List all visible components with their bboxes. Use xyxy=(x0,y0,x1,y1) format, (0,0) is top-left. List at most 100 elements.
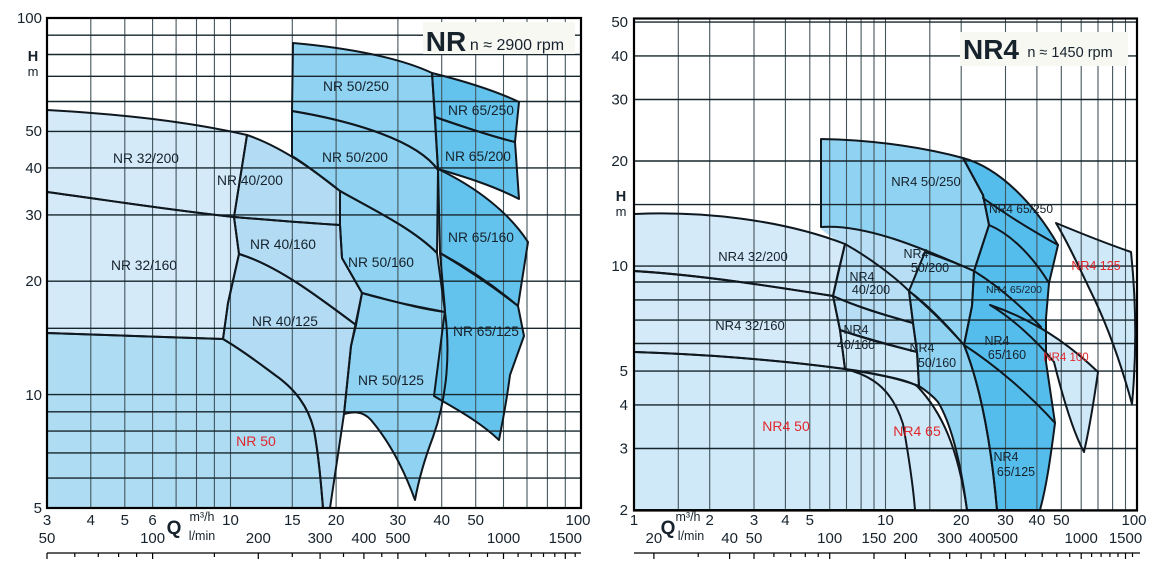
svg-text:NR4: NR4 xyxy=(984,334,1009,348)
svg-text:65/125: 65/125 xyxy=(997,465,1035,479)
svg-text:200: 200 xyxy=(246,530,271,547)
svg-text:10: 10 xyxy=(877,512,894,529)
svg-text:40: 40 xyxy=(721,530,738,547)
svg-text:20: 20 xyxy=(328,512,345,529)
svg-text:20: 20 xyxy=(611,153,628,170)
svg-text:4: 4 xyxy=(620,397,628,414)
svg-text:10: 10 xyxy=(222,512,239,529)
svg-text:m: m xyxy=(616,204,627,219)
svg-text:40: 40 xyxy=(611,48,628,65)
svg-text:2: 2 xyxy=(620,502,628,519)
svg-text:50: 50 xyxy=(746,530,763,547)
svg-text:NR4: NR4 xyxy=(843,323,868,337)
svg-text:40: 40 xyxy=(1029,512,1046,529)
svg-text:NR 50/250: NR 50/250 xyxy=(323,79,389,94)
svg-text:NR 50/160: NR 50/160 xyxy=(348,255,414,270)
svg-text:400: 400 xyxy=(351,530,376,547)
svg-text:m³/h: m³/h xyxy=(676,510,701,524)
svg-text:3: 3 xyxy=(750,512,758,529)
svg-text:NR4 32/200: NR4 32/200 xyxy=(718,249,787,264)
svg-text:50: 50 xyxy=(611,14,628,31)
svg-text:Q: Q xyxy=(661,518,676,539)
svg-text:NR4: NR4 xyxy=(903,247,928,261)
svg-text:30: 30 xyxy=(25,207,42,224)
svg-text:1500: 1500 xyxy=(549,530,582,547)
svg-text:200: 200 xyxy=(893,530,918,547)
svg-text:NR 50/125: NR 50/125 xyxy=(358,373,424,388)
svg-text:30: 30 xyxy=(997,512,1014,529)
svg-text:100: 100 xyxy=(17,10,42,27)
svg-text:15: 15 xyxy=(284,512,301,529)
svg-text:1000: 1000 xyxy=(487,530,520,547)
svg-text:65/160: 65/160 xyxy=(988,348,1026,362)
svg-text:NR 40/160: NR 40/160 xyxy=(250,237,316,252)
svg-text:NR4 65/250: NR4 65/250 xyxy=(989,202,1053,216)
svg-text:4: 4 xyxy=(87,512,95,529)
svg-text:300: 300 xyxy=(308,530,333,547)
svg-text:5: 5 xyxy=(620,363,628,380)
svg-text:NR 40/125: NR 40/125 xyxy=(252,314,318,329)
svg-text:NR 50: NR 50 xyxy=(236,433,276,449)
svg-text:NR 65/125: NR 65/125 xyxy=(453,324,519,339)
svg-text:NR4 50/250: NR4 50/250 xyxy=(891,174,960,189)
svg-text:5: 5 xyxy=(121,512,129,529)
svg-text:1: 1 xyxy=(630,512,638,529)
svg-text:NR4 125: NR4 125 xyxy=(1071,259,1120,273)
svg-text:50: 50 xyxy=(1053,512,1070,529)
svg-text:NR4: NR4 xyxy=(909,341,934,355)
svg-text:n ≈ 1450 rpm: n ≈ 1450 rpm xyxy=(1027,45,1112,61)
svg-text:m: m xyxy=(28,64,39,79)
svg-text:6: 6 xyxy=(148,512,156,529)
svg-text:4: 4 xyxy=(781,512,789,529)
svg-text:1500: 1500 xyxy=(1109,530,1142,547)
svg-text:Q: Q xyxy=(167,518,182,539)
svg-text:NR 40/200: NR 40/200 xyxy=(217,173,283,188)
svg-text:NR 32/160: NR 32/160 xyxy=(111,258,177,273)
svg-text:20: 20 xyxy=(953,512,970,529)
svg-text:NR4: NR4 xyxy=(849,270,874,284)
svg-text:H: H xyxy=(616,189,626,205)
svg-text:300: 300 xyxy=(937,530,962,547)
svg-text:NR4: NR4 xyxy=(963,34,1019,65)
svg-text:NR: NR xyxy=(426,26,466,57)
svg-text:l/min: l/min xyxy=(678,529,704,543)
svg-text:40/160: 40/160 xyxy=(837,338,875,352)
svg-text:NR4 50: NR4 50 xyxy=(762,418,810,434)
svg-text:5: 5 xyxy=(34,500,42,517)
svg-text:500: 500 xyxy=(385,530,410,547)
svg-text:NR4 100: NR4 100 xyxy=(1043,352,1088,364)
svg-text:40: 40 xyxy=(433,512,450,529)
svg-text:100: 100 xyxy=(140,530,165,547)
svg-text:10: 10 xyxy=(611,258,628,275)
svg-text:100: 100 xyxy=(565,512,590,529)
svg-text:50/200: 50/200 xyxy=(911,261,949,275)
svg-text:5: 5 xyxy=(806,512,814,529)
svg-text:20: 20 xyxy=(25,273,42,290)
svg-text:NR4 65: NR4 65 xyxy=(893,423,941,439)
svg-text:NR 32/200: NR 32/200 xyxy=(113,151,179,166)
svg-text:n ≈ 2900 rpm: n ≈ 2900 rpm xyxy=(470,37,564,54)
svg-text:40/200: 40/200 xyxy=(852,283,890,297)
svg-text:NR4 65/200: NR4 65/200 xyxy=(986,284,1042,296)
svg-text:100: 100 xyxy=(1121,512,1146,529)
svg-text:100: 100 xyxy=(817,530,842,547)
svg-text:50: 50 xyxy=(467,512,484,529)
svg-text:3: 3 xyxy=(620,441,628,458)
svg-text:2: 2 xyxy=(706,512,714,529)
svg-text:NR 65/250: NR 65/250 xyxy=(448,103,514,118)
svg-text:3: 3 xyxy=(43,512,51,529)
svg-text:50: 50 xyxy=(25,123,42,140)
svg-text:1000: 1000 xyxy=(1065,530,1098,547)
svg-text:10: 10 xyxy=(25,387,42,404)
svg-text:NR 65/160: NR 65/160 xyxy=(448,230,514,245)
svg-text:NR 65/200: NR 65/200 xyxy=(445,149,511,164)
svg-text:40: 40 xyxy=(25,160,42,177)
svg-text:NR 50/200: NR 50/200 xyxy=(322,150,388,165)
svg-text:NR4: NR4 xyxy=(993,450,1018,464)
svg-text:150: 150 xyxy=(861,530,886,547)
svg-text:m³/h: m³/h xyxy=(190,510,215,524)
svg-text:50: 50 xyxy=(39,530,56,547)
svg-text:30: 30 xyxy=(390,512,407,529)
svg-text:NR4 32/160: NR4 32/160 xyxy=(715,318,784,333)
svg-text:400: 400 xyxy=(969,530,994,547)
